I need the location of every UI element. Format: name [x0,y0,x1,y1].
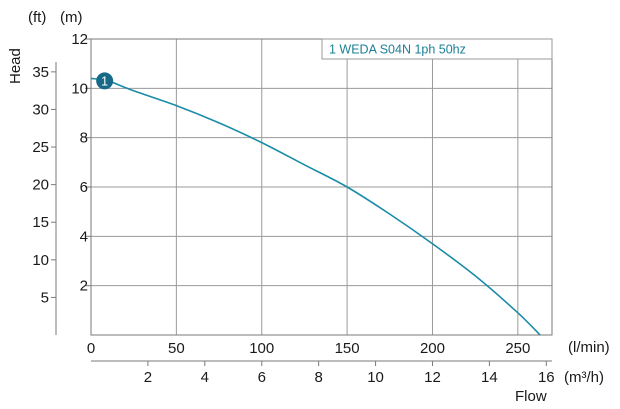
x-axis-label: Flow [515,388,547,405]
legend: 1 WEDA S04N 1ph 50hz [321,38,553,60]
x-tick-secondary-label: 8 [314,369,322,386]
y-tick-secondary-label: 30 [32,101,49,118]
grid-lines [91,39,552,335]
series-marker-label: 1 [101,74,108,88]
x-axis-primary-ticks: 0 50 100 150 200 250 [87,340,531,357]
x-unit-primary: (l/min) [568,339,610,356]
x-tick-secondary-label: 16 [538,369,555,386]
x-tick-primary-label: 100 [249,340,274,357]
x-tick-secondary-label: 2 [144,369,152,386]
y-unit-primary: (m) [60,9,83,26]
x-tick-secondary-label: 6 [258,369,266,386]
x-tick-primary-label: 250 [505,340,530,357]
legend-label: 1 WEDA S04N 1ph 50hz [329,43,466,57]
x-unit-secondary: (m³/h) [564,369,604,386]
x-tick-primary-label: 50 [168,340,185,357]
y-tick-secondary-label: 35 [32,64,49,81]
plot-frame [55,38,553,362]
y-tick-primary-label: 4 [80,228,88,245]
y-tick-secondary-label: 5 [41,289,49,306]
y-unit-secondary: (ft) [28,9,46,26]
y-tick-secondary-label: 25 [32,139,49,156]
x-tick-secondary-label: 4 [201,369,209,386]
x-axis-secondary-ticks: 2 4 6 8 10 12 14 16 [144,361,555,386]
y-axis-label: Head [7,48,24,84]
legend-box [321,38,553,60]
y-tick-primary-label: 12 [71,31,88,48]
y-tick-secondary-label: 15 [32,214,49,231]
x-tick-secondary-label: 14 [481,369,498,386]
y-axis-secondary-ticks: 5 10 15 20 25 30 35 [32,64,56,306]
y-tick-primary-label: 10 [71,80,88,97]
series-layer: 1 [90,72,541,336]
x-tick-primary-label: 150 [335,340,360,357]
x-tick-primary-label: 200 [420,340,445,357]
y-tick-primary-label: 6 [80,179,88,196]
x-tick-secondary-label: 10 [367,369,384,386]
y-tick-secondary-label: 10 [32,252,49,269]
series-line-weda-s04n [90,77,541,336]
x-tick-primary-label: 0 [87,340,95,357]
y-tick-primary-label: 2 [80,278,88,295]
y-tick-secondary-label: 20 [32,177,49,194]
y-tick-primary-label: 8 [80,130,88,147]
y-axis-primary-ticks: 2 4 6 8 10 12 [71,31,91,295]
series-marker-circle [96,72,114,90]
x-tick-secondary-label: 12 [424,369,441,386]
